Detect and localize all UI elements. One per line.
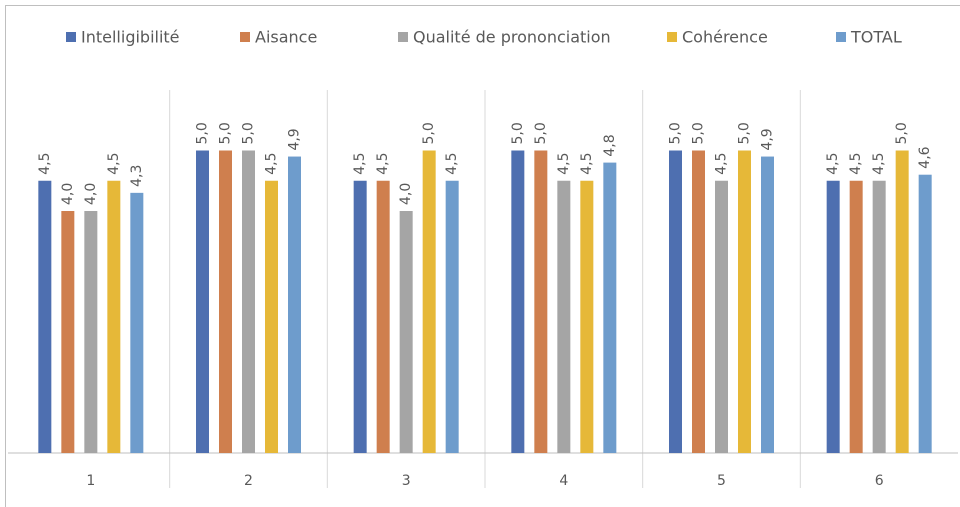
data-label: 4,8 (602, 134, 618, 156)
data-label: 5,0 (241, 122, 257, 144)
data-label: 5,0 (533, 122, 549, 144)
data-label: 4,5 (556, 152, 572, 174)
data-label: 4,0 (60, 183, 76, 205)
data-label: 4,5 (352, 152, 368, 174)
bar (872, 180, 886, 453)
data-label: 5,0 (894, 122, 910, 144)
data-label: 5,0 (421, 122, 437, 144)
data-label: 4,5 (848, 152, 864, 174)
bar (107, 180, 121, 453)
legend-label: TOTAL (850, 28, 902, 47)
legend-swatch (667, 32, 677, 42)
bar (715, 180, 728, 453)
x-tick-label: 4 (559, 473, 568, 489)
data-label: 4,5 (579, 152, 595, 174)
bar (38, 180, 52, 453)
bar (692, 150, 705, 453)
bar (61, 211, 75, 453)
bar (265, 180, 278, 453)
bar (761, 156, 774, 454)
legend-swatch (398, 32, 408, 42)
bar (580, 180, 594, 453)
bar (669, 150, 682, 453)
bar (557, 180, 571, 453)
data-label: 5,0 (737, 122, 753, 144)
bar (534, 150, 548, 453)
bar (196, 150, 209, 453)
x-tick-label: 1 (86, 473, 95, 489)
bar (242, 150, 255, 453)
chart-frame (5, 5, 960, 507)
x-tick-label: 6 (875, 473, 884, 489)
legend-label: Aisance (255, 28, 317, 47)
data-label: 4,5 (37, 152, 53, 174)
data-label: 4,0 (398, 183, 414, 205)
data-label: 4,5 (375, 152, 391, 174)
data-label: 4,5 (106, 152, 122, 174)
x-tick-label: 5 (717, 473, 726, 489)
data-label: 4,9 (287, 128, 303, 150)
data-label: 4,9 (760, 128, 776, 150)
bar (849, 180, 863, 453)
bar (399, 211, 413, 453)
data-label: 5,0 (668, 122, 684, 144)
data-label: 4,5 (871, 152, 887, 174)
data-label: 4,5 (264, 152, 280, 174)
bar (84, 211, 98, 453)
legend-swatch (836, 32, 846, 42)
bar (511, 150, 525, 453)
legend-label: Cohérence (682, 28, 768, 47)
data-label: 4,0 (83, 183, 99, 205)
bar (738, 150, 751, 453)
data-label: 4,3 (129, 165, 145, 187)
bar (353, 180, 367, 453)
data-label: 5,0 (218, 122, 234, 144)
legend-label: Qualité de prononciation (413, 28, 611, 47)
data-label: 5,0 (510, 122, 526, 144)
data-label: 5,0 (195, 122, 211, 144)
bar (288, 156, 301, 454)
data-label: 4,6 (917, 146, 933, 168)
bar (376, 180, 390, 453)
bar (826, 180, 840, 453)
bar (130, 192, 144, 453)
bar (895, 150, 909, 453)
bar (603, 162, 617, 453)
legend-swatch (66, 32, 76, 42)
bar (219, 150, 232, 453)
data-label: 4,5 (444, 152, 460, 174)
bar (422, 150, 436, 453)
x-tick-label: 3 (402, 473, 411, 489)
bar (445, 180, 459, 453)
legend-swatch (240, 32, 250, 42)
data-label: 4,5 (825, 152, 841, 174)
bar (918, 174, 932, 453)
legend-label: Intelligibilité (81, 28, 180, 47)
data-label: 5,0 (691, 122, 707, 144)
x-tick-label: 2 (244, 473, 253, 489)
data-label: 4,5 (714, 152, 730, 174)
